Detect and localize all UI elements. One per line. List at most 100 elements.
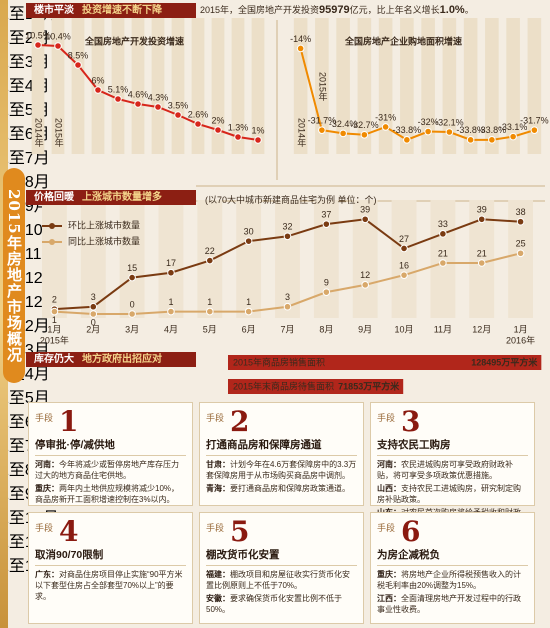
data-label: 9: [324, 278, 329, 288]
point: [174, 111, 182, 119]
column-stripe: [191, 18, 205, 154]
measure-text: 农民进城购房可享受政府财政补贴，将可享受多项政策优惠措施。: [377, 460, 513, 480]
point: [516, 249, 525, 258]
point: [439, 259, 447, 267]
data-label: 38: [516, 207, 526, 217]
measure-title: 取消90/70限制: [35, 547, 186, 566]
data-label: 16: [399, 261, 409, 271]
measure-region: 山西：: [377, 484, 401, 493]
chart-subtitle: (以70大中城市新建商品住宅为例 单位：个): [205, 195, 377, 205]
measure-item: 广东：对商品住房项目停止实施“90平方米以下套型住房占全部套型70%以上”的要求…: [35, 569, 186, 602]
intro-figure: 1.0%: [439, 4, 465, 16]
point: [244, 237, 253, 245]
column-stripe: [119, 200, 145, 318]
measure-text: 对商品住房项目停止实施“90平方米以下套型住房占全部套型70%以上”的要求。: [35, 570, 183, 601]
legend-label: 环比上涨城市数量: [68, 219, 140, 230]
data-label: 10.4%: [45, 31, 71, 41]
column-stripe: [111, 18, 125, 154]
data-label: -33.8%: [478, 125, 507, 135]
point: [400, 244, 408, 253]
data-label: 12: [360, 270, 370, 280]
measure-region: 安徽：: [206, 594, 230, 603]
measure-text: 全面清理房地产开发过程中的行政事业性收费。: [377, 594, 521, 614]
data-label: 0: [130, 299, 135, 309]
measure-tag: 手段: [377, 413, 396, 423]
year-label: 2014年: [296, 118, 306, 148]
data-label: -31%: [375, 112, 396, 122]
data-label: 5.1%: [108, 84, 129, 94]
point: [167, 268, 175, 277]
point: [322, 288, 331, 296]
point: [283, 232, 292, 241]
data-label: -31.7%: [308, 116, 337, 126]
measure-region: 重庆：: [35, 484, 59, 493]
measure-title: 棚改货币化安置: [206, 547, 357, 566]
measure-item: 河南：农民进城购房可享受政府财政补贴，将可享受多项政策优惠措施。: [377, 459, 528, 481]
column-stripe: [91, 18, 105, 154]
data-label: 30: [244, 227, 254, 237]
measure-region: 河南：: [35, 460, 59, 469]
x-tick-label: 7月: [280, 324, 294, 334]
data-label: 3: [91, 292, 96, 302]
point: [403, 136, 411, 144]
measure-card: 手段 4 取消90/70限制 广东：对商品住房项目停止实施“90平方米以下套型住房占全…: [28, 512, 193, 624]
measure-text: 将房地产企业所得税预售收入的计税毛利率由20%调整为15%。: [377, 570, 521, 590]
column-stripe: [506, 18, 520, 154]
x-tick-label: 5月: [203, 324, 217, 334]
measure-title: 停审批·停/减供地: [35, 437, 186, 456]
data-label: 27: [399, 234, 409, 244]
measure-title: 为房企减税负: [377, 547, 528, 566]
measure-tag: 手段: [377, 523, 396, 533]
column-stripe: [421, 18, 435, 154]
point: [50, 307, 59, 316]
data-label: 1: [246, 297, 251, 307]
point: [322, 220, 331, 228]
point: [34, 41, 42, 49]
x-tick-label: 1月: [514, 324, 528, 334]
column-stripe: [31, 18, 45, 154]
x-tick-label: 3月: [125, 324, 139, 334]
measure-item: 江西：全面清理房地产开发过程中的行政事业性收费。: [377, 593, 528, 615]
x-tick-label: 1月: [47, 324, 61, 334]
value-label: 128495万平方米: [471, 356, 538, 367]
column-stripe: [485, 18, 499, 154]
data-label: 2.6%: [188, 109, 209, 119]
point: [167, 307, 175, 316]
point: [206, 256, 214, 265]
point: [488, 136, 496, 144]
point: [154, 103, 162, 111]
column-stripe: [391, 200, 417, 318]
measure-card: 手段 2 打通商品房和保障房通道 甘肃：计划今年在4.6万套保障房中的3.3万套保障房…: [199, 402, 364, 506]
column-stripe: [151, 18, 165, 154]
x-tick-label: 10月: [395, 324, 414, 334]
column-stripe: [236, 200, 262, 318]
point: [400, 271, 408, 279]
measure-item: 安徽：要求确保货币化安置比例不低于50%。: [206, 593, 357, 615]
column-stripe: [251, 18, 265, 154]
column-stripe: [313, 200, 339, 318]
point: [516, 217, 525, 226]
measure-tag: 手段: [35, 523, 54, 533]
measure-card: 手段 5 棚改货币化安置 福建：棚改项目和房屋征收实行货币化安置比例原则上不低于70%…: [199, 512, 364, 624]
point: [509, 132, 517, 141]
data-label: 21: [477, 248, 487, 258]
data-label: 1%: [251, 125, 264, 135]
column-stripe: [171, 18, 185, 154]
data-label: 33: [438, 219, 448, 229]
point: [283, 302, 292, 311]
bar-label: 2015年末商品房待售面积: [233, 380, 334, 391]
year-label: 2014年: [34, 118, 44, 148]
legend-marker: [49, 239, 55, 245]
measure-text: 要求确保货币化安置比例不低于50%。: [206, 594, 342, 614]
measure-text: 计划今年在4.6万套保障房中的3.3万套保障房用于从市场购买商品房中调剂。: [206, 460, 357, 480]
data-label: 17: [166, 258, 176, 268]
value-label: 71853万平方米: [338, 380, 400, 391]
data-label: 21: [438, 248, 448, 258]
legend-marker: [49, 223, 55, 229]
data-label: 6%: [91, 75, 104, 85]
point: [477, 259, 486, 267]
section-title: 价格回暖: [34, 192, 74, 203]
data-label: -32.4%: [329, 119, 358, 129]
point: [89, 302, 98, 311]
measure-text: 要打通商品房和保障房政策通道。: [230, 484, 350, 493]
